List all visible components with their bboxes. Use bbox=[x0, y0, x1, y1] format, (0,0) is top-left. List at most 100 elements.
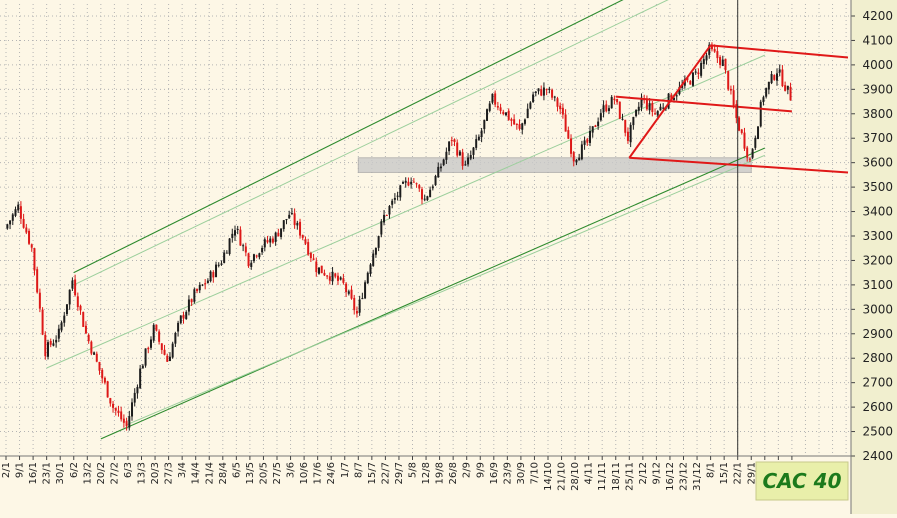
candle-body bbox=[464, 164, 467, 166]
candle-body bbox=[420, 189, 423, 200]
candle-body bbox=[76, 296, 79, 308]
y-tick-label: 3400 bbox=[862, 205, 893, 219]
candle-body bbox=[659, 106, 662, 111]
candle-body bbox=[616, 99, 619, 103]
candle-body bbox=[480, 130, 483, 138]
candle-body bbox=[610, 96, 613, 109]
candle-body bbox=[510, 119, 513, 121]
candle-body bbox=[239, 229, 242, 246]
channel-line bbox=[127, 154, 765, 425]
candle-body bbox=[358, 299, 361, 313]
candle-body bbox=[131, 402, 134, 417]
y-axis-panel bbox=[851, 0, 897, 514]
candle-body bbox=[25, 227, 28, 233]
candle-body bbox=[223, 252, 226, 263]
candle-body bbox=[729, 88, 732, 91]
candle-body bbox=[347, 291, 350, 294]
candle-body bbox=[410, 181, 413, 185]
x-tick-label: 16/9 bbox=[489, 462, 500, 484]
candle-body bbox=[716, 51, 719, 59]
candle-body bbox=[469, 155, 472, 159]
candle-body bbox=[233, 230, 236, 236]
index-badge: CAC 40 bbox=[755, 461, 849, 501]
candle-body bbox=[293, 213, 296, 226]
candle-body bbox=[152, 325, 155, 341]
candle-body bbox=[318, 267, 321, 274]
candle-body bbox=[515, 123, 518, 125]
candle-body bbox=[404, 180, 407, 183]
candle-body bbox=[502, 111, 505, 114]
candle-body bbox=[691, 72, 694, 86]
candle-body bbox=[439, 166, 442, 169]
candle-body bbox=[429, 189, 432, 198]
candle-body bbox=[315, 261, 318, 273]
x-tick-label: 13/5 bbox=[245, 462, 256, 484]
y-tick-label: 3000 bbox=[862, 302, 893, 316]
candle-body bbox=[328, 276, 331, 281]
candle-body bbox=[136, 386, 139, 394]
x-tick-label: 3/6 bbox=[286, 462, 297, 478]
candle-body bbox=[323, 272, 326, 276]
candle-body bbox=[632, 116, 635, 126]
candle-body bbox=[415, 183, 418, 185]
candle-body bbox=[586, 139, 589, 143]
candle-body bbox=[101, 369, 104, 379]
candle-body bbox=[613, 98, 616, 101]
candle-body bbox=[6, 224, 9, 229]
candle-body bbox=[280, 228, 283, 237]
x-tick-label: 28/4 bbox=[218, 462, 229, 484]
x-tick-label: 27/3 bbox=[164, 462, 175, 484]
candle-body bbox=[312, 258, 315, 260]
x-tick-label: 14/4 bbox=[191, 462, 202, 484]
candle-body bbox=[44, 334, 47, 357]
candle-body bbox=[618, 101, 621, 119]
x-tick-label: 5/8 bbox=[408, 462, 419, 478]
candle-body bbox=[158, 331, 161, 342]
candle-body bbox=[656, 111, 659, 116]
x-tick-label: 15/1 bbox=[719, 462, 730, 484]
y-tick-label: 2400 bbox=[862, 449, 893, 463]
candle-body bbox=[33, 248, 36, 271]
candle-body bbox=[350, 289, 353, 299]
candle-body bbox=[599, 113, 602, 121]
candle-body bbox=[120, 411, 123, 420]
candle-body bbox=[261, 247, 264, 253]
candle-body bbox=[149, 339, 152, 348]
y-tick-label: 2900 bbox=[862, 327, 893, 341]
candle-body bbox=[767, 81, 770, 90]
x-tick-label: 20/2 bbox=[96, 462, 107, 484]
badge-label: CAC 40 bbox=[762, 469, 841, 493]
y-tick-label: 2800 bbox=[862, 351, 893, 365]
candle-body bbox=[626, 131, 629, 141]
candle-body bbox=[334, 273, 337, 277]
candle-body bbox=[442, 159, 445, 166]
candle-body bbox=[342, 278, 345, 283]
x-tick-label: 23/9 bbox=[502, 462, 513, 484]
candle-body bbox=[366, 272, 369, 284]
candle-body bbox=[784, 85, 787, 91]
candle-body bbox=[624, 119, 627, 133]
candle-body bbox=[580, 144, 583, 160]
candle-body bbox=[591, 126, 594, 133]
candle-body bbox=[84, 325, 87, 334]
candle-body bbox=[759, 101, 762, 127]
candle-body bbox=[217, 264, 220, 266]
candle-body bbox=[738, 117, 741, 131]
candle-body bbox=[545, 89, 548, 91]
candle-body bbox=[38, 292, 41, 309]
candle-body bbox=[702, 59, 705, 65]
x-tick-label: 28/10 bbox=[570, 462, 581, 491]
candle-body bbox=[431, 186, 434, 189]
candle-body bbox=[339, 277, 342, 280]
candle-body bbox=[117, 410, 120, 414]
candle-body bbox=[250, 262, 253, 267]
candle-body bbox=[526, 108, 529, 119]
x-tick-label: 17/6 bbox=[313, 462, 324, 484]
candle-body bbox=[190, 299, 193, 303]
candle-body bbox=[773, 75, 776, 80]
red-trendline bbox=[629, 156, 849, 174]
candle-body bbox=[28, 230, 31, 244]
candle-body bbox=[353, 297, 356, 311]
candle-body bbox=[331, 271, 334, 282]
